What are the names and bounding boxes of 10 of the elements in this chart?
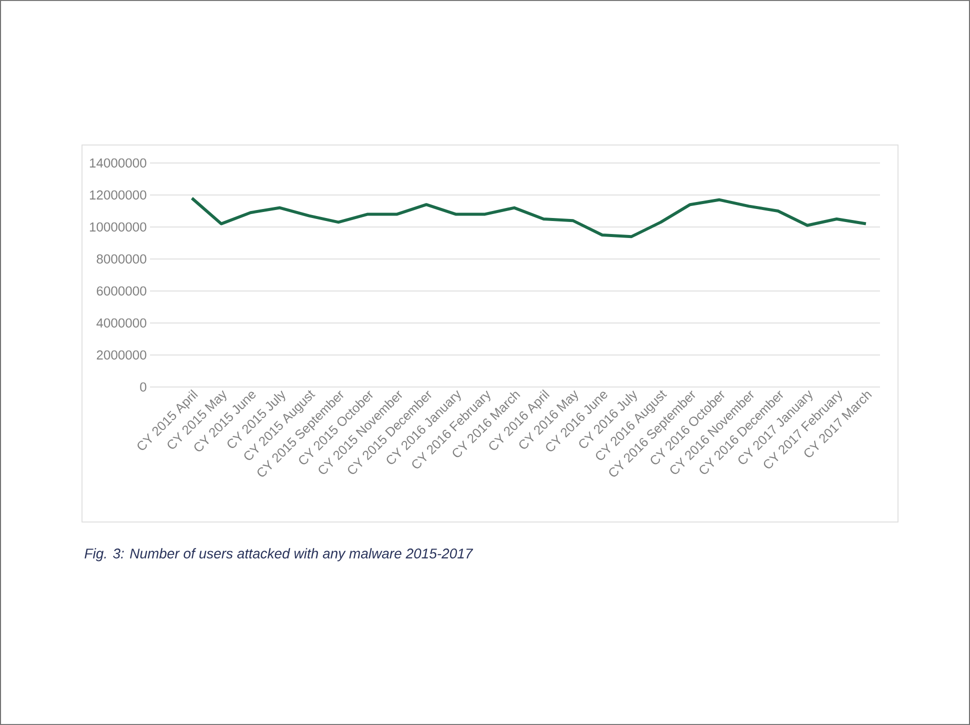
y-tick-label: 8000000 (96, 254, 146, 264)
y-tick-label: 2000000 (96, 350, 146, 360)
line-series (190, 196, 868, 238)
y-tick-label: 10000000 (90, 222, 146, 232)
caption: Fig. 3: Number of users attacked with any malware 2015-2017 (84, 548, 474, 562)
y-tick-label: 12000000 (90, 190, 146, 200)
y-tick-label: 0 (140, 382, 146, 392)
y-tick-label: 6000000 (96, 286, 146, 296)
y-tick-label: 14000000 (90, 158, 146, 168)
y-tick-label: 4000000 (96, 318, 146, 328)
